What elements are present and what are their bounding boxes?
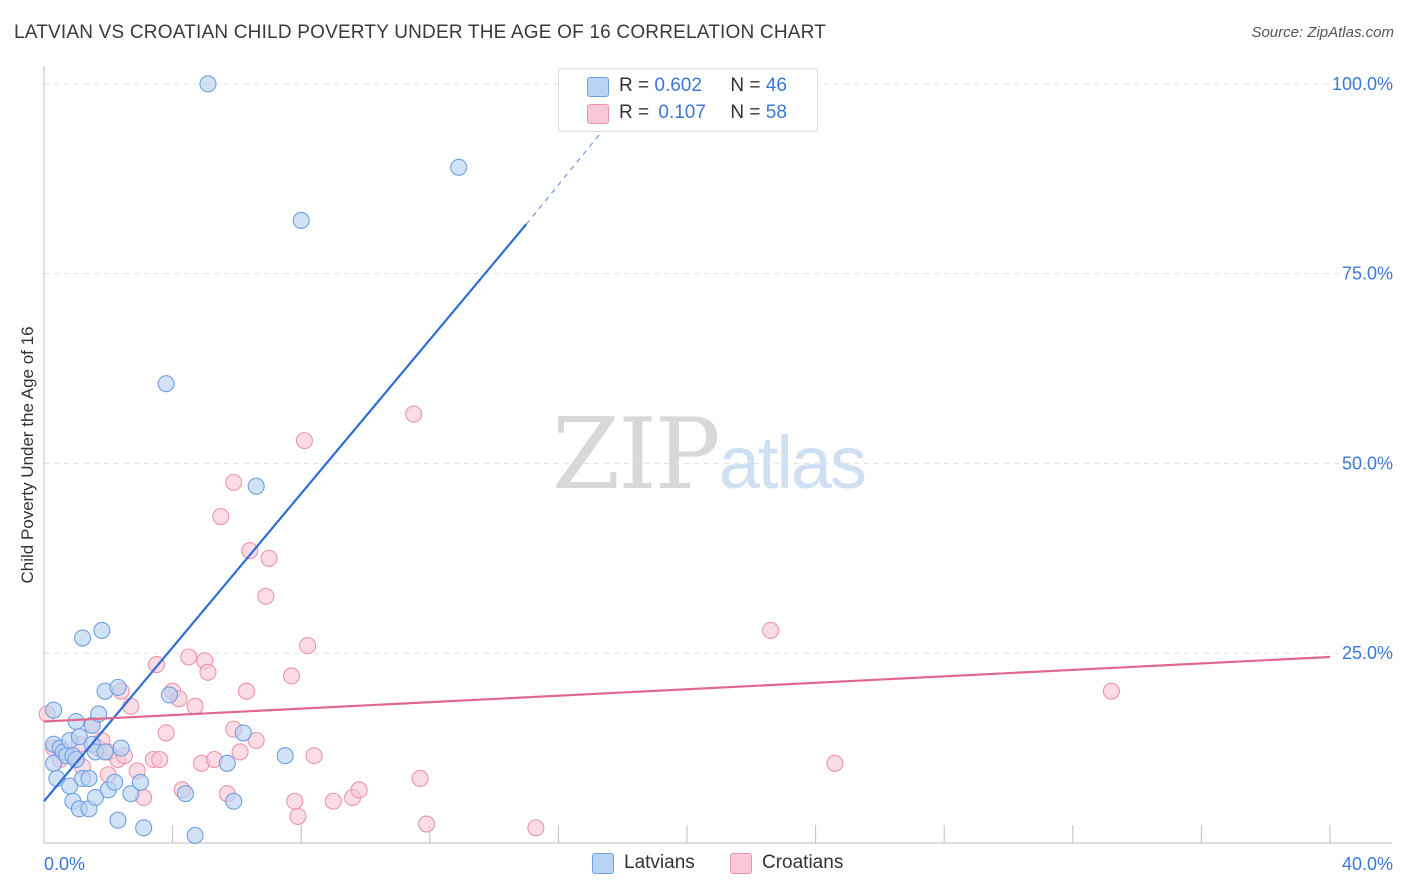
bottom-legend-croatians: Croatians [730, 852, 843, 874]
latvian-point [135, 819, 153, 837]
croatians-legend-swatch [587, 104, 609, 124]
latvian-point [160, 686, 178, 704]
latvian-point [199, 75, 217, 93]
croatian-point [225, 473, 243, 491]
watermark-atlas: atlas [718, 421, 867, 504]
croatian-point [324, 792, 342, 810]
croatians-legend-row: R = 0.107 N = 58 [619, 101, 787, 125]
croatian-point [122, 697, 140, 715]
croatian-point [237, 682, 256, 700]
croatian-point [257, 587, 275, 605]
latvian-point [80, 769, 98, 788]
croatian-point [826, 754, 844, 772]
croatian-point [405, 405, 423, 423]
latvian-point [112, 739, 130, 757]
croatians-n-value: 58 [765, 102, 787, 123]
latvians-n-value: 46 [765, 75, 787, 96]
latvian-point [106, 773, 124, 791]
latvian-point [45, 701, 63, 719]
latvians-trend-line [43, 223, 528, 802]
croatians-n-label: N = [730, 102, 761, 123]
latvians-legend-swatch [587, 77, 609, 97]
croatians-label: Croatians [762, 852, 844, 873]
latvian-point [122, 785, 140, 803]
latvian-point [96, 743, 114, 761]
correlation-legend: R = 0.602 N = 46 R = 0.107 N = 58 [558, 68, 818, 132]
croatian-point [260, 549, 278, 567]
croatians-r-value: 0.107 [658, 102, 706, 123]
latvian-point [225, 792, 243, 810]
croatian-point [295, 432, 313, 450]
y-tick-label: 75.0% [1342, 264, 1393, 284]
latvian-point [186, 826, 204, 844]
croatian-point [157, 724, 175, 742]
croatian-point [199, 663, 217, 681]
latvian-point [74, 629, 92, 647]
croatian-point [186, 697, 204, 715]
bottom-legend-latvians: Latvians [592, 852, 695, 874]
croatians-trend-line [43, 655, 1331, 723]
latvian-point [67, 712, 85, 731]
watermark: ZIPatlas [552, 398, 867, 512]
croatian-point [762, 621, 780, 639]
croatian-point [350, 781, 368, 799]
latvian-point [131, 773, 149, 791]
croatian-point [299, 637, 317, 655]
latvian-point [109, 678, 127, 696]
latvian-point [157, 375, 175, 393]
latvian-point [450, 158, 468, 176]
latvian-point [276, 747, 294, 765]
chart-title: LATVIAN VS CROATIAN CHILD POVERTY UNDER … [14, 22, 827, 43]
latvian-point [109, 811, 127, 829]
croatian-point [283, 667, 301, 685]
croatian-point [231, 743, 249, 761]
x-tick-label: 0.0% [44, 854, 85, 874]
latvian-point [292, 211, 310, 230]
latvians-r-label: R = [619, 75, 650, 96]
latvian-point [70, 728, 88, 746]
y-tick-label: 50.0% [1342, 453, 1393, 473]
latvian-point [86, 788, 104, 806]
latvians-r-value: 0.602 [654, 75, 702, 96]
latvian-point [93, 621, 111, 639]
latvian-point [234, 724, 252, 742]
croatian-point [151, 750, 169, 769]
latvians-trend-extension [525, 121, 611, 225]
croatian-point [1102, 682, 1120, 700]
latvians-n-label: N = [730, 75, 761, 96]
croatian-point [180, 648, 198, 666]
croatian-point [305, 747, 323, 765]
croatian-point [286, 792, 304, 810]
latvians-swatch [592, 852, 614, 874]
latvian-point [218, 754, 236, 772]
croatian-point [527, 819, 545, 837]
latvian-point [176, 785, 195, 803]
latvians-label: Latvians [624, 852, 695, 873]
latvian-point [247, 477, 265, 495]
latvian-point [67, 750, 85, 769]
latvians-legend-row: R = 0.602 N = 46 [619, 74, 787, 98]
y-tick-label: 100.0% [1332, 74, 1393, 94]
croatian-point [289, 807, 307, 825]
source-label: Source: ZipAtlas.com [1251, 24, 1394, 41]
croatian-point [212, 508, 230, 526]
croatian-point [411, 769, 429, 788]
watermark-zip: ZIP [552, 398, 721, 512]
croatian-point [241, 542, 259, 560]
croatians-swatch [730, 852, 752, 874]
croatians-r-label: R = [619, 102, 650, 123]
croatian-point [247, 731, 265, 750]
x-tick-label: 40.0% [1342, 854, 1393, 874]
y-tick-label: 25.0% [1342, 643, 1393, 663]
croatian-point [418, 815, 436, 833]
